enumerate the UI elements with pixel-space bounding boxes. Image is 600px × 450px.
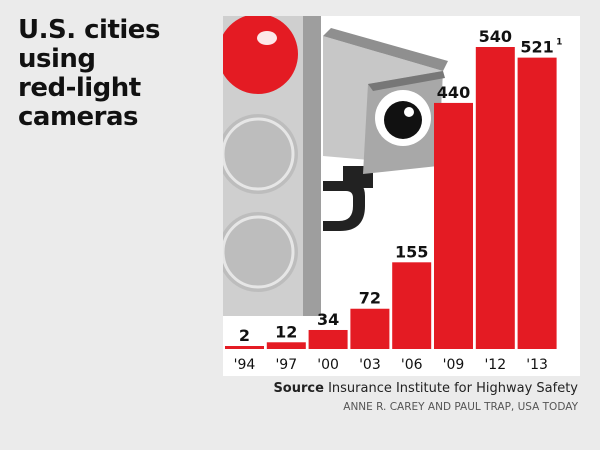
title-line: cameras	[18, 102, 139, 132]
bar-2	[308, 329, 348, 349]
title-line: red-light	[18, 73, 141, 103]
x-tick-label-7: '13	[526, 357, 548, 373]
source-note: Source Insurance Institute for Highway S…	[273, 381, 578, 396]
title-line: U.S. cities	[18, 15, 160, 45]
bar-1	[266, 342, 306, 349]
green-light-icon	[223, 212, 298, 292]
data-label-0: 2	[239, 326, 250, 345]
x-tick-label-2: '00	[317, 357, 339, 373]
data-label-1: 12	[275, 322, 297, 341]
data-label-6: 540	[479, 27, 512, 46]
red-light-icon	[223, 16, 298, 94]
data-label-7: 521	[520, 38, 553, 57]
source-text: Insurance Institute for Highway Safety	[328, 381, 578, 396]
bar-0	[225, 346, 264, 349]
title-line: using	[18, 44, 96, 74]
x-tick-label-0: '94	[234, 357, 256, 373]
source-label: Source	[273, 381, 324, 396]
x-tick-label-5: '09	[443, 357, 465, 373]
data-label-5: 440	[437, 83, 470, 102]
x-tick-label-3: '03	[359, 357, 381, 373]
yellow-light-icon	[223, 114, 298, 194]
bar-chart: 2 12 34 72 155 440 540 521 '94 '97 '00 '03 '06 '09 '1…	[223, 16, 562, 373]
data-label-3: 72	[359, 289, 381, 308]
data-label-4: 155	[395, 242, 428, 261]
camera-illustration	[323, 28, 448, 231]
chart-title: U.S. cities using red-light cameras	[18, 16, 160, 132]
bar-5	[434, 102, 473, 349]
footnote-mark: 1	[556, 38, 562, 48]
bar-7	[517, 57, 557, 350]
bar-3	[350, 308, 390, 349]
bar-4	[392, 262, 432, 349]
bar-6	[475, 47, 515, 349]
x-tick-label-1: '97	[275, 357, 297, 373]
data-label-2: 34	[317, 310, 339, 329]
x-tick-label-4: '06	[401, 357, 423, 373]
x-tick-label-6: '12	[484, 357, 506, 373]
credit-note: ANNE R. CAREY AND PAUL TRAP, USA TODAY	[343, 401, 578, 413]
traffic-light-illustration	[223, 16, 321, 316]
